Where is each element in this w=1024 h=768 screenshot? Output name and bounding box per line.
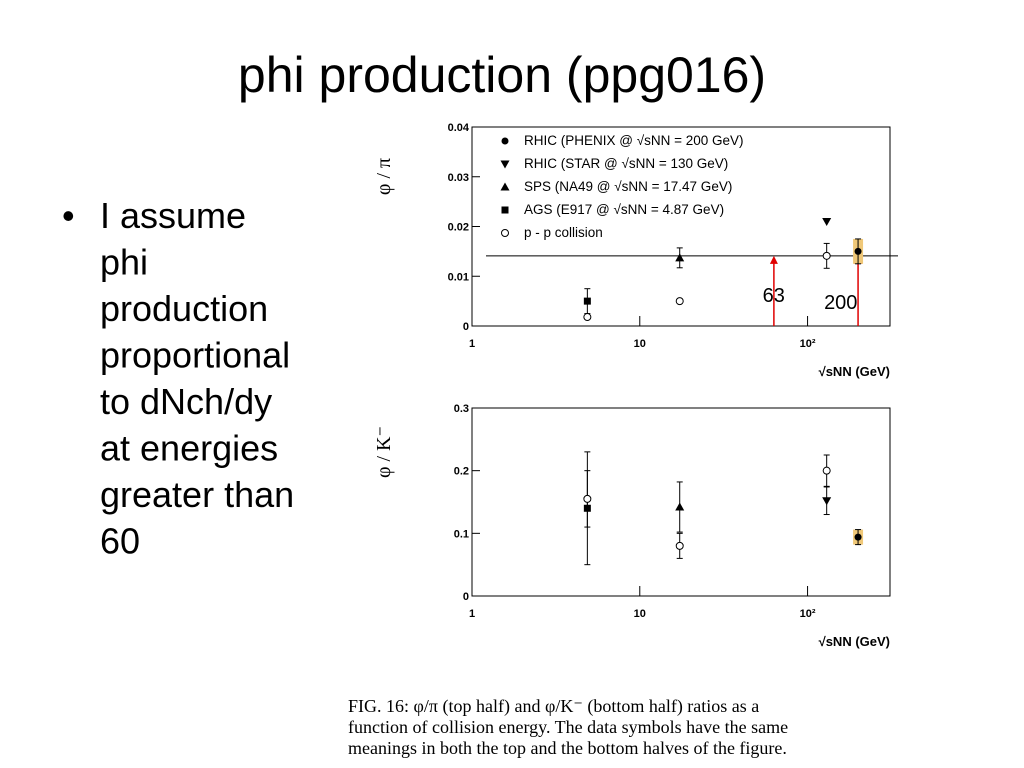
legend-marker — [501, 229, 509, 237]
x-axis-label: √sNN (GeV) — [819, 364, 890, 379]
bullet-dot: • — [62, 195, 75, 236]
y-tick-label: 0 — [463, 321, 469, 333]
caption-line: function of collision energy. The data s… — [348, 717, 788, 737]
marker — [822, 497, 832, 506]
slide-title: phi production (ppg016) — [238, 47, 766, 103]
marker — [583, 494, 592, 503]
legend-marker — [501, 137, 509, 145]
marker — [583, 313, 592, 322]
y-tick-label: 0.03 — [448, 172, 469, 184]
bullet-line: production — [100, 288, 268, 329]
arrow-head — [769, 255, 778, 264]
y-tick-label: 0.02 — [448, 222, 469, 234]
caption-line: FIG. 16: φ/π (top half) and φ/K⁻ (bottom… — [348, 696, 759, 717]
x-tick-label: 10² — [800, 338, 816, 350]
y-tick-label: 0.2 — [454, 466, 469, 478]
bullet-line: I assume — [100, 195, 246, 236]
legend-label: p - p collision — [524, 225, 603, 240]
legend-label: RHIC (PHENIX @ √sNN = 200 GeV) — [524, 133, 744, 148]
bullet-line: greater than — [100, 474, 294, 515]
y-tick-label: 0.01 — [448, 271, 469, 283]
bullet-line: phi — [100, 242, 148, 283]
bullet-line: at energies — [100, 428, 278, 469]
caption-line: meanings in both the top and the bottom … — [348, 738, 787, 758]
marker — [583, 297, 591, 305]
y-tick-label: 0.3 — [454, 403, 469, 415]
marker — [822, 218, 832, 227]
arrow-label: 63 — [763, 285, 785, 307]
legend-marker — [500, 160, 510, 169]
marker — [854, 533, 862, 541]
x-tick-label: 1 — [469, 338, 475, 350]
marker — [822, 251, 831, 260]
y-tick-label: 0 — [463, 591, 469, 603]
bullet-line: to dNch/dy — [100, 381, 272, 422]
marker — [675, 297, 684, 306]
legend-label: AGS (E917 @ √sNN = 4.87 GeV) — [524, 202, 724, 217]
legend-marker — [500, 182, 510, 191]
y-tick-label: 0.04 — [448, 122, 470, 134]
bullet-line: 60 — [100, 521, 140, 562]
marker — [822, 466, 831, 475]
x-tick-label: 10 — [634, 608, 646, 620]
plot-frame — [471, 407, 891, 597]
caption-box — [338, 680, 938, 768]
marker — [675, 253, 685, 262]
y-tick-label: 0.1 — [454, 528, 469, 540]
x-tick-label: 10² — [800, 608, 816, 620]
legend-marker — [501, 206, 509, 214]
bullet-line: proportional — [100, 335, 290, 376]
y-axis-label: φ / π — [373, 158, 395, 195]
arrow-label: 200 — [824, 292, 857, 314]
y-axis-label: φ / K⁻ — [373, 426, 395, 478]
legend-label: RHIC (STAR @ √sNN = 130 GeV) — [524, 156, 728, 171]
x-tick-label: 10 — [634, 338, 646, 350]
marker — [854, 247, 862, 255]
legend-label: SPS (NA49 @ √sNN = 17.47 GeV) — [524, 179, 732, 194]
marker — [675, 502, 685, 511]
x-tick-label: 1 — [469, 608, 475, 620]
x-axis-label: √sNN (GeV) — [819, 634, 890, 649]
marker — [675, 541, 684, 550]
